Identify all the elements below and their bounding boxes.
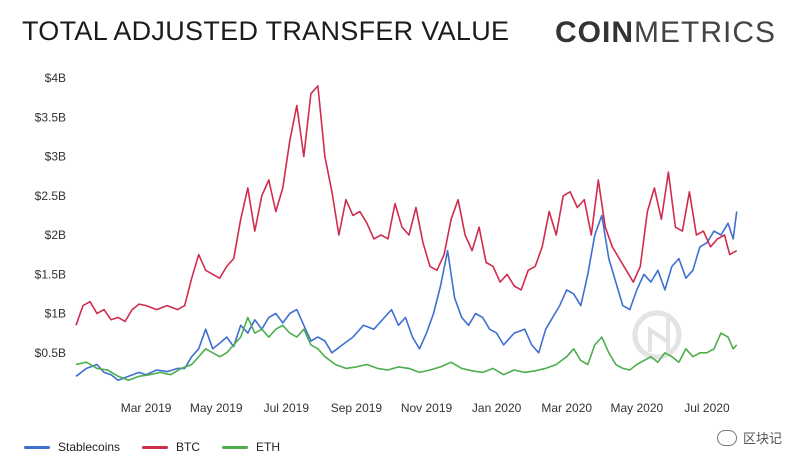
legend-item-eth: ETH (222, 440, 280, 454)
y-tick-label: $4B (45, 71, 66, 85)
series-line-eth (75, 316, 738, 382)
y-tick-label: $2.5B (35, 189, 66, 203)
y-tick-label: $3.5B (35, 110, 66, 124)
coinmetrics-logo: COINMETRICS (555, 16, 776, 50)
y-axis: $0.5B $1B $1.5B $2B $2.5B $3B $3.5B $4B (35, 71, 66, 360)
legend-label: BTC (176, 440, 201, 454)
legend: Stablecoins BTC ETH (24, 440, 280, 454)
legend-label: Stablecoins (58, 440, 121, 454)
wechat-icon (716, 429, 737, 446)
x-tick-label: Jul 2019 (264, 401, 310, 415)
cm-watermark-icon (632, 310, 682, 360)
chart-title: TOTAL ADJUSTED TRANSFER VALUE (22, 16, 510, 46)
series-lines (75, 85, 738, 382)
y-tick-label: $1.5B (35, 267, 66, 281)
series-line-btc (75, 85, 738, 326)
x-tick-label: Mar 2019 (121, 401, 172, 415)
y-tick-label: $3B (45, 150, 66, 164)
watermark-text: 区块记 (742, 431, 782, 446)
x-axis: Mar 2019 May 2019 Jul 2019 Sep 2019 Nov 2019… (121, 401, 730, 415)
legend-label: ETH (256, 440, 281, 454)
logo-metrics: METRICS (634, 16, 776, 49)
x-tick-label: Jan 2020 (472, 401, 522, 415)
x-tick-label: Nov 2019 (401, 401, 453, 415)
x-tick-label: May 2019 (190, 401, 243, 415)
x-tick-label: Mar 2020 (541, 401, 592, 415)
legend-item-btc: BTC (142, 440, 200, 454)
legend-swatch (24, 445, 50, 449)
y-tick-label: $2B (45, 228, 66, 242)
y-tick-label: $1B (45, 307, 66, 321)
x-tick-label: Sep 2019 (331, 401, 383, 415)
y-tick-label: $0.5B (35, 346, 66, 360)
legend-item-stablecoins: Stablecoins (24, 440, 120, 454)
legend-swatch (222, 445, 249, 449)
logo-coin: COIN (555, 16, 634, 49)
x-tick-label: Jul 2020 (684, 401, 730, 415)
wechat-watermark: 区块记 (716, 428, 782, 447)
legend-swatch (142, 445, 169, 449)
x-tick-label: May 2020 (610, 401, 663, 415)
series-line-stablecoins (75, 211, 738, 382)
